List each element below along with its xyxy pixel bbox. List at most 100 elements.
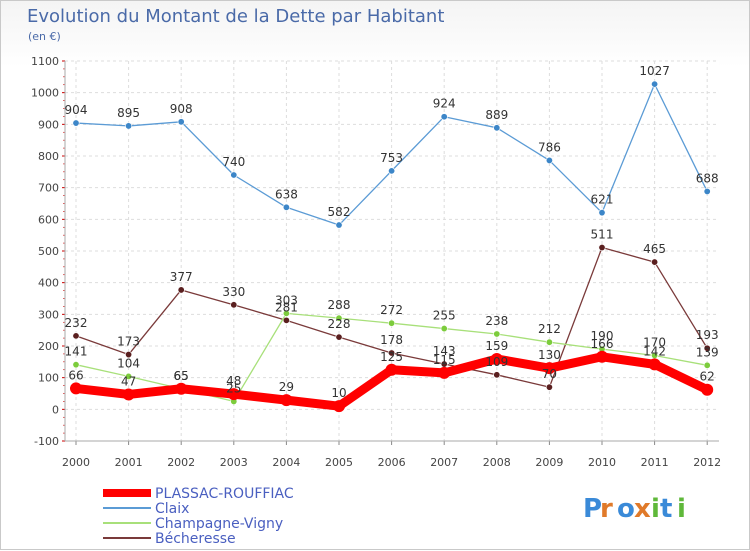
x-tick-label: 2003	[220, 456, 248, 469]
data-point-champagne-vigny	[388, 319, 396, 327]
logo-letter: i	[651, 494, 660, 524]
data-label-champagne-vigny: 25	[226, 381, 241, 395]
data-point-plassac-rouffiac	[596, 350, 608, 363]
data-point-plassac-rouffiac	[701, 383, 714, 396]
x-tick-label: 2012	[693, 456, 721, 469]
data-point-champagne-vigny	[125, 372, 133, 380]
data-label-plassac-rouffiac: 159	[485, 339, 508, 353]
legend-label-b-cheresse: Bécheresse	[155, 531, 236, 547]
x-tick-label: 2009	[535, 456, 563, 469]
data-point-claix	[493, 124, 501, 132]
data-label-plassac-rouffiac: 115	[433, 353, 456, 367]
data-point-champagne-vigny	[72, 361, 80, 369]
data-point-plassac-rouffiac	[385, 363, 398, 376]
data-label-claix: 924	[433, 97, 456, 111]
data-point-plassac-rouffiac	[648, 358, 661, 371]
legend: PLASSAC-ROUFFIACClaixChampagne-VignyBéch…	[103, 486, 294, 547]
data-point-claix	[440, 113, 448, 121]
data-label-claix: 889	[485, 108, 508, 122]
y-tick-label: 700	[38, 182, 59, 195]
x-tick-label: 2004	[272, 456, 300, 469]
logo-letter: t	[660, 494, 672, 524]
y-tick-label: 200	[38, 340, 59, 353]
data-label-claix: 904	[65, 103, 88, 117]
data-point-claix	[703, 187, 711, 195]
x-tick-label: 2000	[62, 456, 90, 469]
data-point-b-cheresse	[125, 351, 133, 359]
data-label-champagne-vigny: 255	[433, 309, 456, 323]
data-label-b-cheresse: 228	[328, 317, 351, 331]
data-point-claix	[598, 209, 606, 217]
data-label-champagne-vigny: 170	[643, 336, 666, 350]
data-point-b-cheresse	[177, 286, 185, 294]
data-label-b-cheresse: 232	[65, 316, 88, 330]
data-point-champagne-vigny	[335, 314, 343, 322]
data-point-b-cheresse	[598, 244, 606, 252]
data-label-claix: 638	[275, 187, 298, 201]
data-point-claix	[282, 203, 290, 211]
legend-label-claix: Claix	[155, 501, 189, 517]
legend-label-plassac-rouffiac: PLASSAC-ROUFFIAC	[155, 486, 294, 502]
chart-title: Evolution du Montant de la Dette par Hab…	[27, 6, 444, 27]
data-point-b-cheresse	[388, 349, 396, 357]
x-tick-label: 2007	[430, 456, 458, 469]
data-point-champagne-vigny	[703, 361, 711, 369]
data-label-claix: 908	[170, 102, 193, 116]
logo-letter: r	[600, 494, 613, 524]
data-label-champagne-vigny: 303	[275, 293, 298, 307]
data-label-claix: 740	[222, 155, 245, 169]
data-label-champagne-vigny: 141	[65, 345, 88, 359]
data-label-claix: 895	[117, 106, 140, 120]
data-point-plassac-rouffiac	[227, 388, 240, 401]
data-point-claix	[72, 119, 80, 127]
logo-letter: o	[617, 494, 635, 524]
x-tick-label: 2008	[483, 456, 511, 469]
chart-subtitle: (en €)	[28, 30, 61, 43]
data-label-plassac-rouffiac: 10	[331, 386, 346, 400]
data-point-b-cheresse	[545, 383, 553, 391]
data-label-b-cheresse: 173	[117, 335, 140, 349]
x-tick-label: 2005	[325, 456, 353, 469]
logo-letter: P	[583, 494, 602, 524]
data-point-claix	[545, 156, 553, 164]
data-label-b-cheresse: 109	[485, 355, 508, 369]
y-tick-label: 600	[38, 213, 59, 226]
data-point-plassac-rouffiac	[543, 362, 556, 375]
data-label-b-cheresse: 511	[591, 228, 614, 242]
data-point-plassac-rouffiac	[175, 382, 188, 395]
y-tick-label: -100	[34, 435, 59, 448]
data-point-claix	[125, 122, 133, 130]
data-label-plassac-rouffiac: 125	[380, 350, 403, 364]
series-layer	[70, 80, 714, 413]
data-label-b-cheresse: 70	[542, 367, 557, 381]
y-tick-label: 500	[38, 245, 59, 258]
data-label-plassac-rouffiac: 142	[643, 344, 666, 358]
data-label-b-cheresse: 377	[170, 270, 193, 284]
data-label-claix: 786	[538, 140, 561, 154]
proxiti-logo: Pr o x i t i	[583, 494, 686, 524]
data-point-claix	[230, 171, 238, 179]
data-point-champagne-vigny	[545, 338, 553, 346]
data-point-b-cheresse	[72, 332, 80, 340]
data-label-champagne-vigny: 212	[538, 322, 561, 336]
data-label-champagne-vigny: 272	[380, 303, 403, 317]
data-label-plassac-rouffiac: 62	[700, 370, 715, 384]
data-label-plassac-rouffiac: 47	[121, 374, 136, 388]
data-label-plassac-rouffiac: 29	[279, 380, 294, 394]
data-label-layer: 904 895 908 740 638 582 753 924 889 786 621 1027 688…	[65, 64, 719, 400]
data-point-b-cheresse	[335, 333, 343, 341]
data-point-plassac-rouffiac	[490, 352, 503, 365]
logo-letter: i	[677, 494, 686, 524]
legend-label-champagne-vigny: Champagne-Vigny	[155, 516, 283, 532]
logo-letter: x	[634, 494, 651, 524]
data-label-claix: 621	[591, 193, 614, 207]
data-label-champagne-vigny: 139	[696, 345, 719, 359]
y-tick-label: 1000	[31, 87, 59, 100]
y-tick-label: 400	[38, 277, 59, 290]
data-label-b-cheresse: 193	[696, 328, 719, 342]
data-label-claix: 753	[380, 151, 403, 165]
data-point-claix	[335, 221, 343, 229]
x-tick-label: 2011	[641, 456, 669, 469]
data-label-champagne-vigny: 238	[485, 314, 508, 328]
x-tick-label: 2001	[115, 456, 143, 469]
